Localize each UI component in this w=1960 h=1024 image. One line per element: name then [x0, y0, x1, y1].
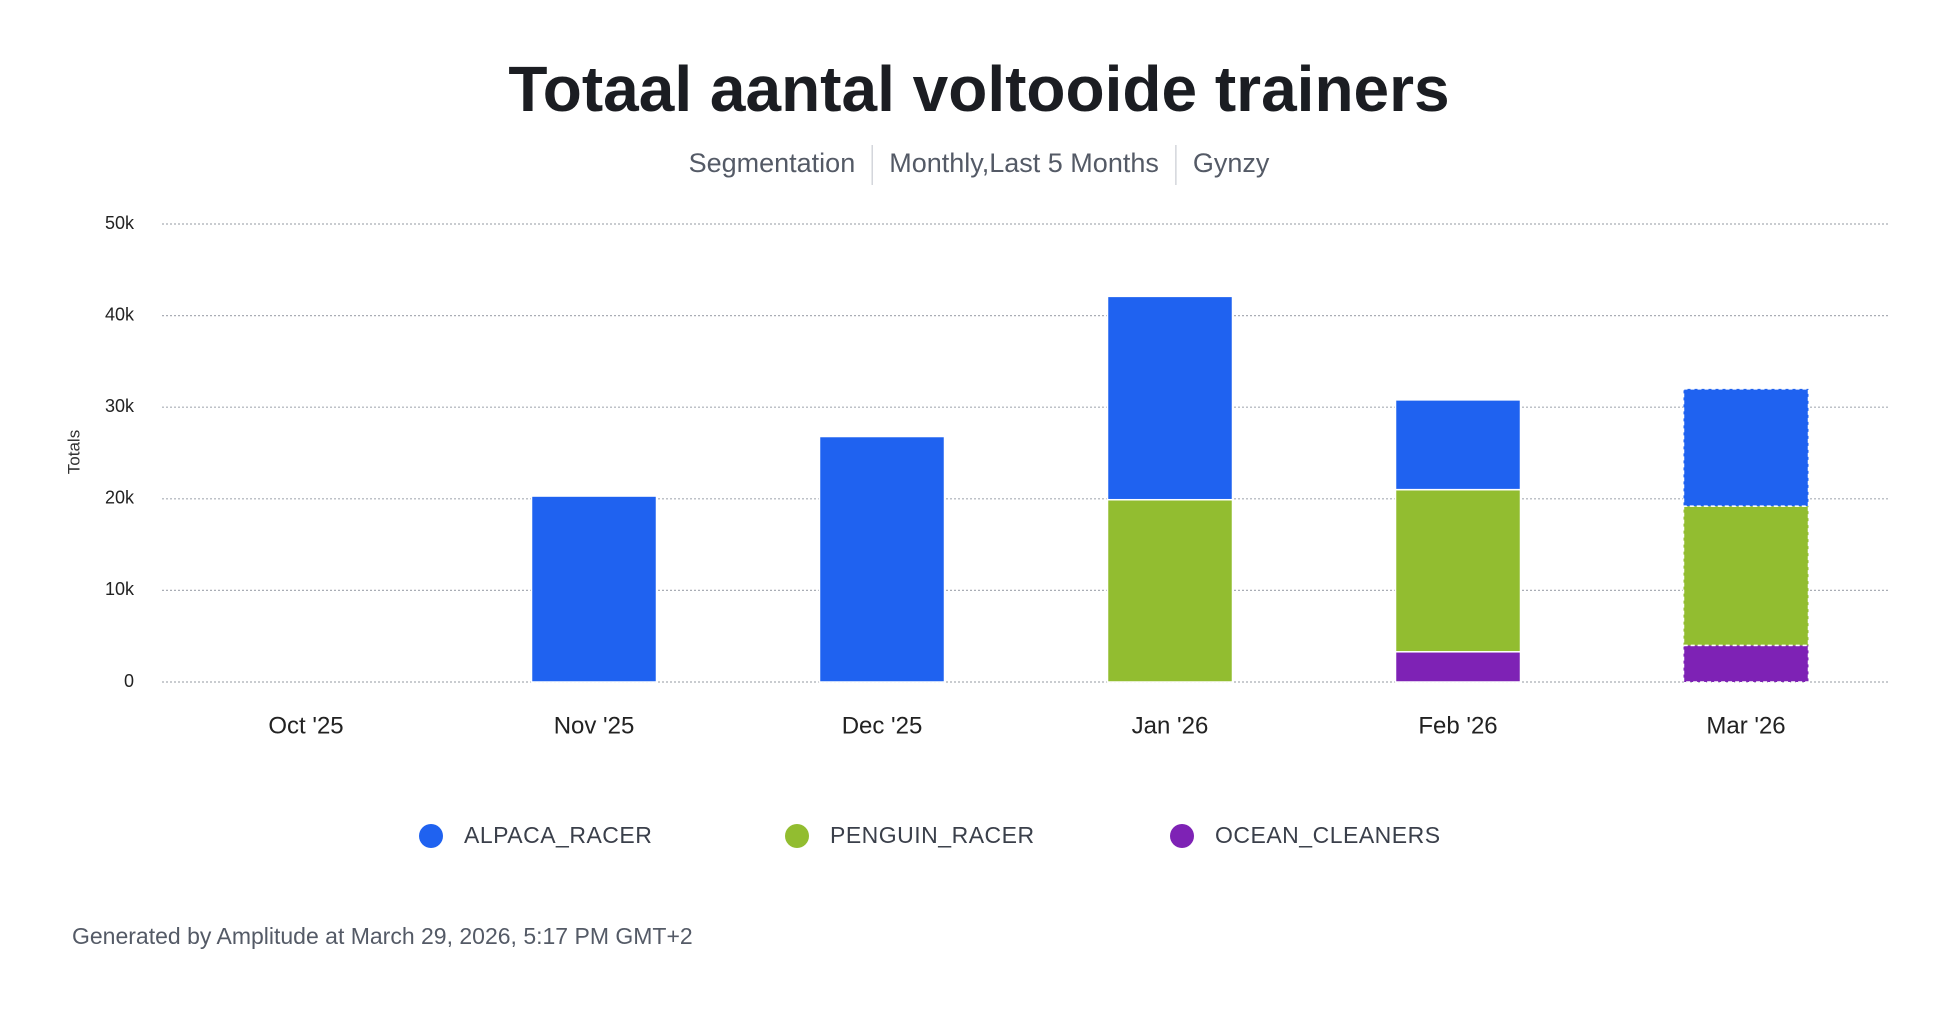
bar-segment [1394, 651, 1522, 683]
y-tick-label: 0 [124, 671, 134, 691]
x-tick-label: Dec '25 [842, 712, 923, 739]
footer: Generated by Amplitude at March 29, 2026… [72, 923, 693, 949]
bar-segment [1682, 644, 1810, 683]
y-tick-label: 40k [105, 304, 135, 324]
subtitle-part: Monthly,Last 5 Months [889, 148, 1159, 178]
x-tick-label: Feb '26 [1418, 712, 1497, 739]
y-tick-label: 20k [105, 488, 135, 508]
x-tick-label: Mar '26 [1706, 712, 1785, 739]
bar-segment [1106, 295, 1234, 501]
y-tick-label: 50k [105, 213, 135, 233]
y-tick-label: 10k [105, 579, 135, 599]
x-tick-label: Nov '25 [554, 712, 635, 739]
y-axis-label: Totals [64, 430, 83, 474]
legend-label: PENGUIN_RACER [830, 822, 1035, 848]
bar-segment [530, 495, 658, 683]
bar-segment [818, 435, 946, 683]
y-tick-label: 30k [105, 396, 135, 416]
legend-swatch [419, 824, 443, 848]
bar-segment [1682, 388, 1810, 507]
legend-swatch [785, 824, 809, 848]
subtitle-part: Segmentation [689, 148, 856, 178]
legend-label: OCEAN_CLEANERS [1215, 822, 1441, 848]
x-tick-label: Oct '25 [268, 712, 343, 739]
legend-swatch [1170, 824, 1194, 848]
bar-segment [1106, 498, 1234, 683]
bar-segment [1682, 505, 1810, 647]
chart-title: Totaal aantal voltooide trainers [508, 53, 1449, 125]
subtitle-part: Gynzy [1193, 148, 1270, 178]
legend-label: ALPACA_RACER [464, 822, 652, 848]
x-tick-label: Jan '26 [1132, 712, 1209, 739]
bar-segment [1394, 399, 1522, 491]
bar-segment [1394, 488, 1522, 653]
